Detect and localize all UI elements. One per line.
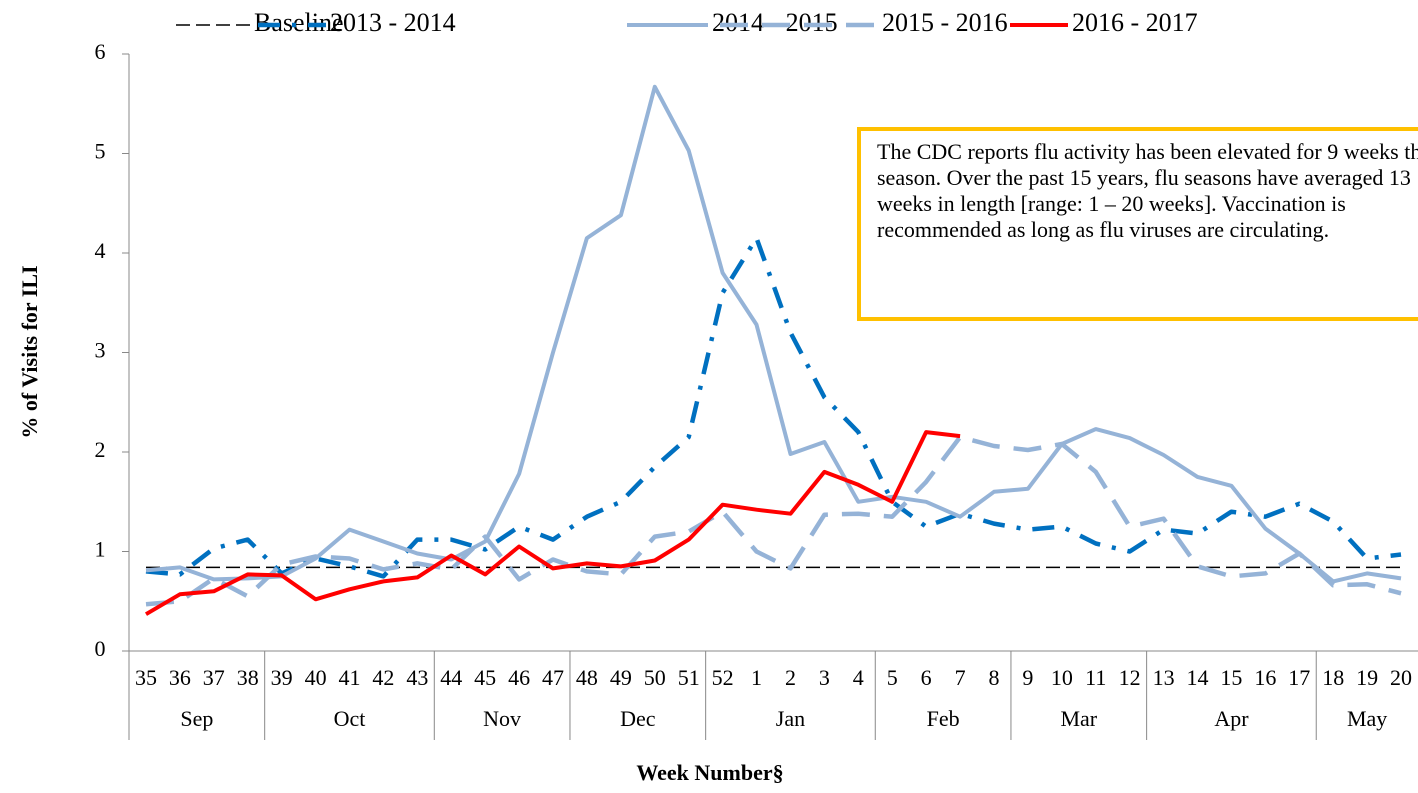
x-tick-label: 49	[610, 665, 632, 690]
x-tick-label: 19	[1356, 665, 1378, 690]
x-tick-label: 48	[576, 665, 598, 690]
x-tick-label: 10	[1051, 665, 1073, 690]
x-tick-label: 1	[751, 665, 762, 690]
legend-label: 2015 - 2016	[882, 8, 1008, 37]
y-tick-label: 1	[95, 537, 106, 562]
x-tick-label: 51	[678, 665, 700, 690]
x-tick-label: 41	[338, 665, 360, 690]
x-tick-label: 37	[203, 665, 225, 690]
x-tick-label: 3	[819, 665, 830, 690]
x-tick-label: 4	[853, 665, 864, 690]
x-tick-label: 14	[1187, 665, 1209, 690]
x-tick-label: 35	[135, 665, 157, 690]
legend-label: Baseline	[254, 8, 344, 37]
x-tick-label: 8	[988, 665, 999, 690]
x-tick-label: 2	[785, 665, 796, 690]
x-tick-label: 45	[474, 665, 496, 690]
x-tick-label: 11	[1085, 665, 1106, 690]
x-tick-label: 16	[1254, 665, 1276, 690]
x-tick-label: 39	[271, 665, 293, 690]
series-line	[145, 235, 1402, 579]
month-label: Oct	[334, 706, 366, 731]
month-label: Nov	[483, 706, 521, 731]
x-tick-label: 46	[508, 665, 530, 690]
x-tick-label: 15	[1220, 665, 1242, 690]
x-tick-label: 7	[955, 665, 966, 690]
month-label: Sep	[180, 706, 213, 731]
y-tick-label: 3	[95, 338, 106, 363]
y-tick-label: 4	[95, 238, 106, 263]
legend-label: 2016 - 2017	[1072, 8, 1198, 37]
x-tick-label: 20	[1390, 665, 1412, 690]
y-tick-label: 5	[95, 139, 106, 164]
x-tick-label: 13	[1153, 665, 1175, 690]
y-axis-title: % of Visits for ILI	[17, 265, 42, 438]
x-tick-label: 12	[1119, 665, 1141, 690]
month-label: Dec	[620, 706, 656, 731]
y-tick-label: 0	[95, 636, 106, 661]
x-tick-label: 38	[237, 665, 259, 690]
series-line	[144, 430, 961, 616]
x-tick-label: 42	[372, 665, 394, 690]
month-label: Apr	[1214, 706, 1249, 731]
x-tick-label: 5	[887, 665, 898, 690]
month-label: Jan	[776, 706, 805, 731]
x-tick-label: 50	[644, 665, 666, 690]
month-label: Feb	[927, 706, 960, 731]
annotation-box: The CDC reports flu activity has been el…	[857, 127, 1418, 321]
x-tick-label: 52	[712, 665, 734, 690]
annotation: The CDC reports flu activity has been el…	[877, 139, 1418, 242]
x-axis-title: Week Number§	[636, 760, 783, 785]
x-tick-label: 17	[1288, 665, 1310, 690]
month-label: Mar	[1060, 706, 1097, 731]
x-tick-label: 6	[921, 665, 932, 690]
x-tick-label: 9	[1022, 665, 1033, 690]
x-tick-label: 36	[169, 665, 191, 690]
x-tick-label: 47	[542, 665, 564, 690]
series-line	[145, 434, 1402, 607]
x-tick-label: 40	[305, 665, 327, 690]
series-line	[145, 84, 1402, 584]
y-tick-label: 2	[95, 437, 106, 462]
month-label: May	[1347, 706, 1387, 731]
x-tick-label: 43	[406, 665, 428, 690]
legend-label: 2014 - 2015	[712, 8, 838, 37]
legend-label: 2013 - 2014	[330, 8, 456, 37]
y-tick-label: 6	[95, 39, 106, 64]
x-tick-label: 44	[440, 665, 462, 690]
x-tick-label: 18	[1322, 665, 1344, 690]
